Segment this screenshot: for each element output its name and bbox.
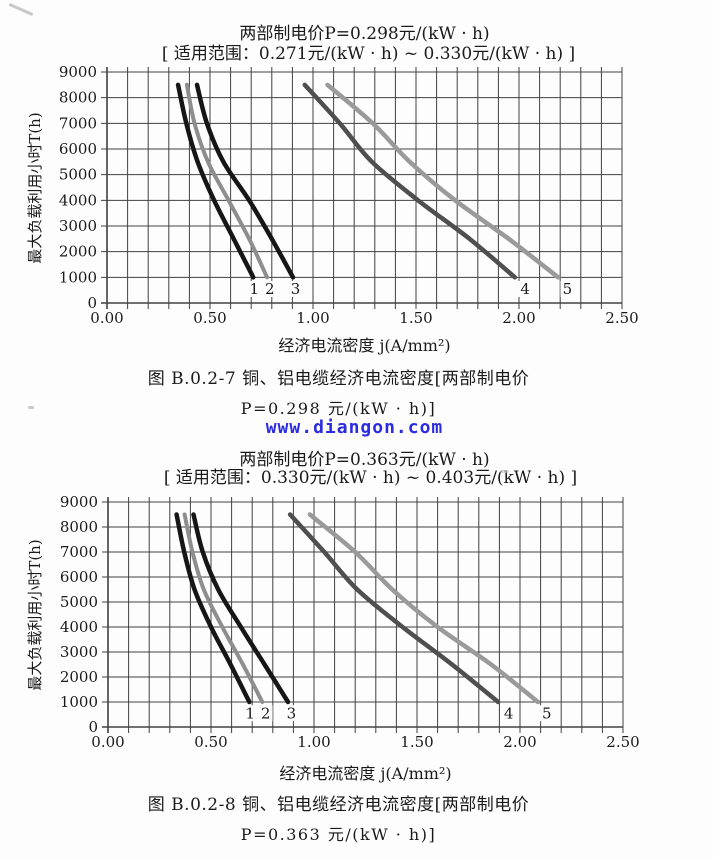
curve-label-bg <box>262 281 277 298</box>
curve-label-5: 5 <box>542 704 552 722</box>
y-tick-label: 6000 <box>60 568 98 586</box>
figure2-subtitle: [ 适用范围：0.330元/(kW · h) ~ 0.403元/(kW · h)… <box>163 468 578 488</box>
scan-artifact <box>28 406 34 409</box>
y-tick-label: 5000 <box>60 593 98 611</box>
figure1-title: 两部制电价P=0.298元/(kW · h) <box>239 24 490 44</box>
curve-2 <box>182 512 265 704</box>
curve-label-bg <box>258 705 273 722</box>
curve-label-bg <box>288 281 303 298</box>
y-axis-title: 最大负载利用小时T(h) <box>26 539 44 690</box>
y-tick-label: 9000 <box>59 63 97 81</box>
y-tick-label: 2000 <box>59 243 97 261</box>
y-tick-label: 1000 <box>59 268 97 286</box>
y-tick-label: 4000 <box>59 191 97 209</box>
x-tick-label: 0.50 <box>194 733 227 751</box>
figure2-caption-line2: P=0.363 元/(kW · h)] <box>240 825 437 844</box>
figure2-chart: 0 1000 2000 3000 4000 5000 6000 7000 8000 9000 0.0… <box>26 493 640 783</box>
x-axis-title: 经济电流密度 j(A/mm²) <box>279 764 451 783</box>
y-tick-label: 3000 <box>59 217 97 235</box>
scan-artifact <box>500 470 509 473</box>
curve-1 <box>175 82 256 280</box>
figure1-subtitle: [ 适用范围：0.271元/(kW · h) ~ 0.330元/(kW · h)… <box>161 44 576 64</box>
curve-label-3: 3 <box>291 280 301 298</box>
figure1-caption-line1: 图 B.0.2-7 铜、铝电缆经济电流密度[两部制电价 <box>147 369 530 389</box>
curve-5 <box>307 512 541 705</box>
y-tick-label: 3000 <box>60 643 98 661</box>
y-tick-label: 5000 <box>59 166 97 184</box>
y-tick-label: 7000 <box>59 114 97 132</box>
y-tick-label: 6000 <box>59 140 97 158</box>
curve-label-1: 1 <box>245 704 255 722</box>
y-axis-title: 最大负载利用小时T(h) <box>26 112 44 263</box>
curve-3 <box>191 512 291 705</box>
y-tick-label: 0 <box>88 718 98 736</box>
curve-label-bg <box>501 705 516 722</box>
curve-label-bg <box>243 705 258 722</box>
y-tick-label: 2000 <box>60 668 98 686</box>
figure2-title: 两部制电价P=0.363元/(kW · h) <box>239 450 490 470</box>
x-tick-label: 2.00 <box>503 733 536 751</box>
x-tick-label: 0.50 <box>193 309 226 327</box>
x-tick-label: 1.00 <box>296 309 329 327</box>
curve-1 <box>174 512 252 705</box>
curve-label-bg <box>518 281 533 298</box>
curve-4 <box>302 82 518 280</box>
figure2-caption-line1: 图 B.0.2-8 铜、铝电缆经济电流密度[两部制电价 <box>147 795 530 815</box>
curve-label-2: 2 <box>261 704 271 722</box>
curve-label-3: 3 <box>287 704 297 722</box>
y-tick-label: 7000 <box>60 543 98 561</box>
curve-label-4: 4 <box>504 704 514 722</box>
curve-label-1: 1 <box>250 280 260 298</box>
x-tick-label: 0.00 <box>91 733 124 751</box>
curve-label-bg <box>247 281 262 298</box>
curve-label-bg <box>560 281 575 298</box>
figure1-caption-line2: P=0.298 元/(kW · h)] <box>240 399 437 418</box>
y-tick-label: 0 <box>87 294 97 312</box>
x-axis-title: 经济电流密度 j(A/mm²) <box>278 336 450 355</box>
y-tick-label: 9000 <box>60 493 98 511</box>
x-tick-label: 2.00 <box>502 309 535 327</box>
x-tick-label: 1.50 <box>400 733 433 751</box>
figure1-chart: 0 1000 2000 3000 4000 5000 6000 7000 8000 9000 0.0… <box>26 63 639 355</box>
y-tick-label: 4000 <box>60 618 98 636</box>
x-tick-label: 2.50 <box>605 309 638 327</box>
watermark-text: www.diangon.com <box>265 417 444 438</box>
curve-3 <box>194 82 296 280</box>
curve-label-bg <box>539 705 554 722</box>
curve-5 <box>325 82 561 280</box>
y-tick-label: 8000 <box>59 89 97 107</box>
y-tick-label: 8000 <box>60 518 98 536</box>
curve-label-4: 4 <box>520 280 530 298</box>
curve-label-2: 2 <box>265 280 275 298</box>
x-tick-label: 1.50 <box>399 309 432 327</box>
curve-4 <box>287 512 501 705</box>
curve-label-5: 5 <box>563 280 573 298</box>
x-tick-label: 2.50 <box>606 733 639 751</box>
y-tick-label: 1000 <box>60 693 98 711</box>
curve-label-bg <box>284 705 299 722</box>
curve-2 <box>184 82 270 280</box>
x-tick-label: 1.00 <box>297 733 330 751</box>
x-tick-label: 0.00 <box>90 309 123 327</box>
